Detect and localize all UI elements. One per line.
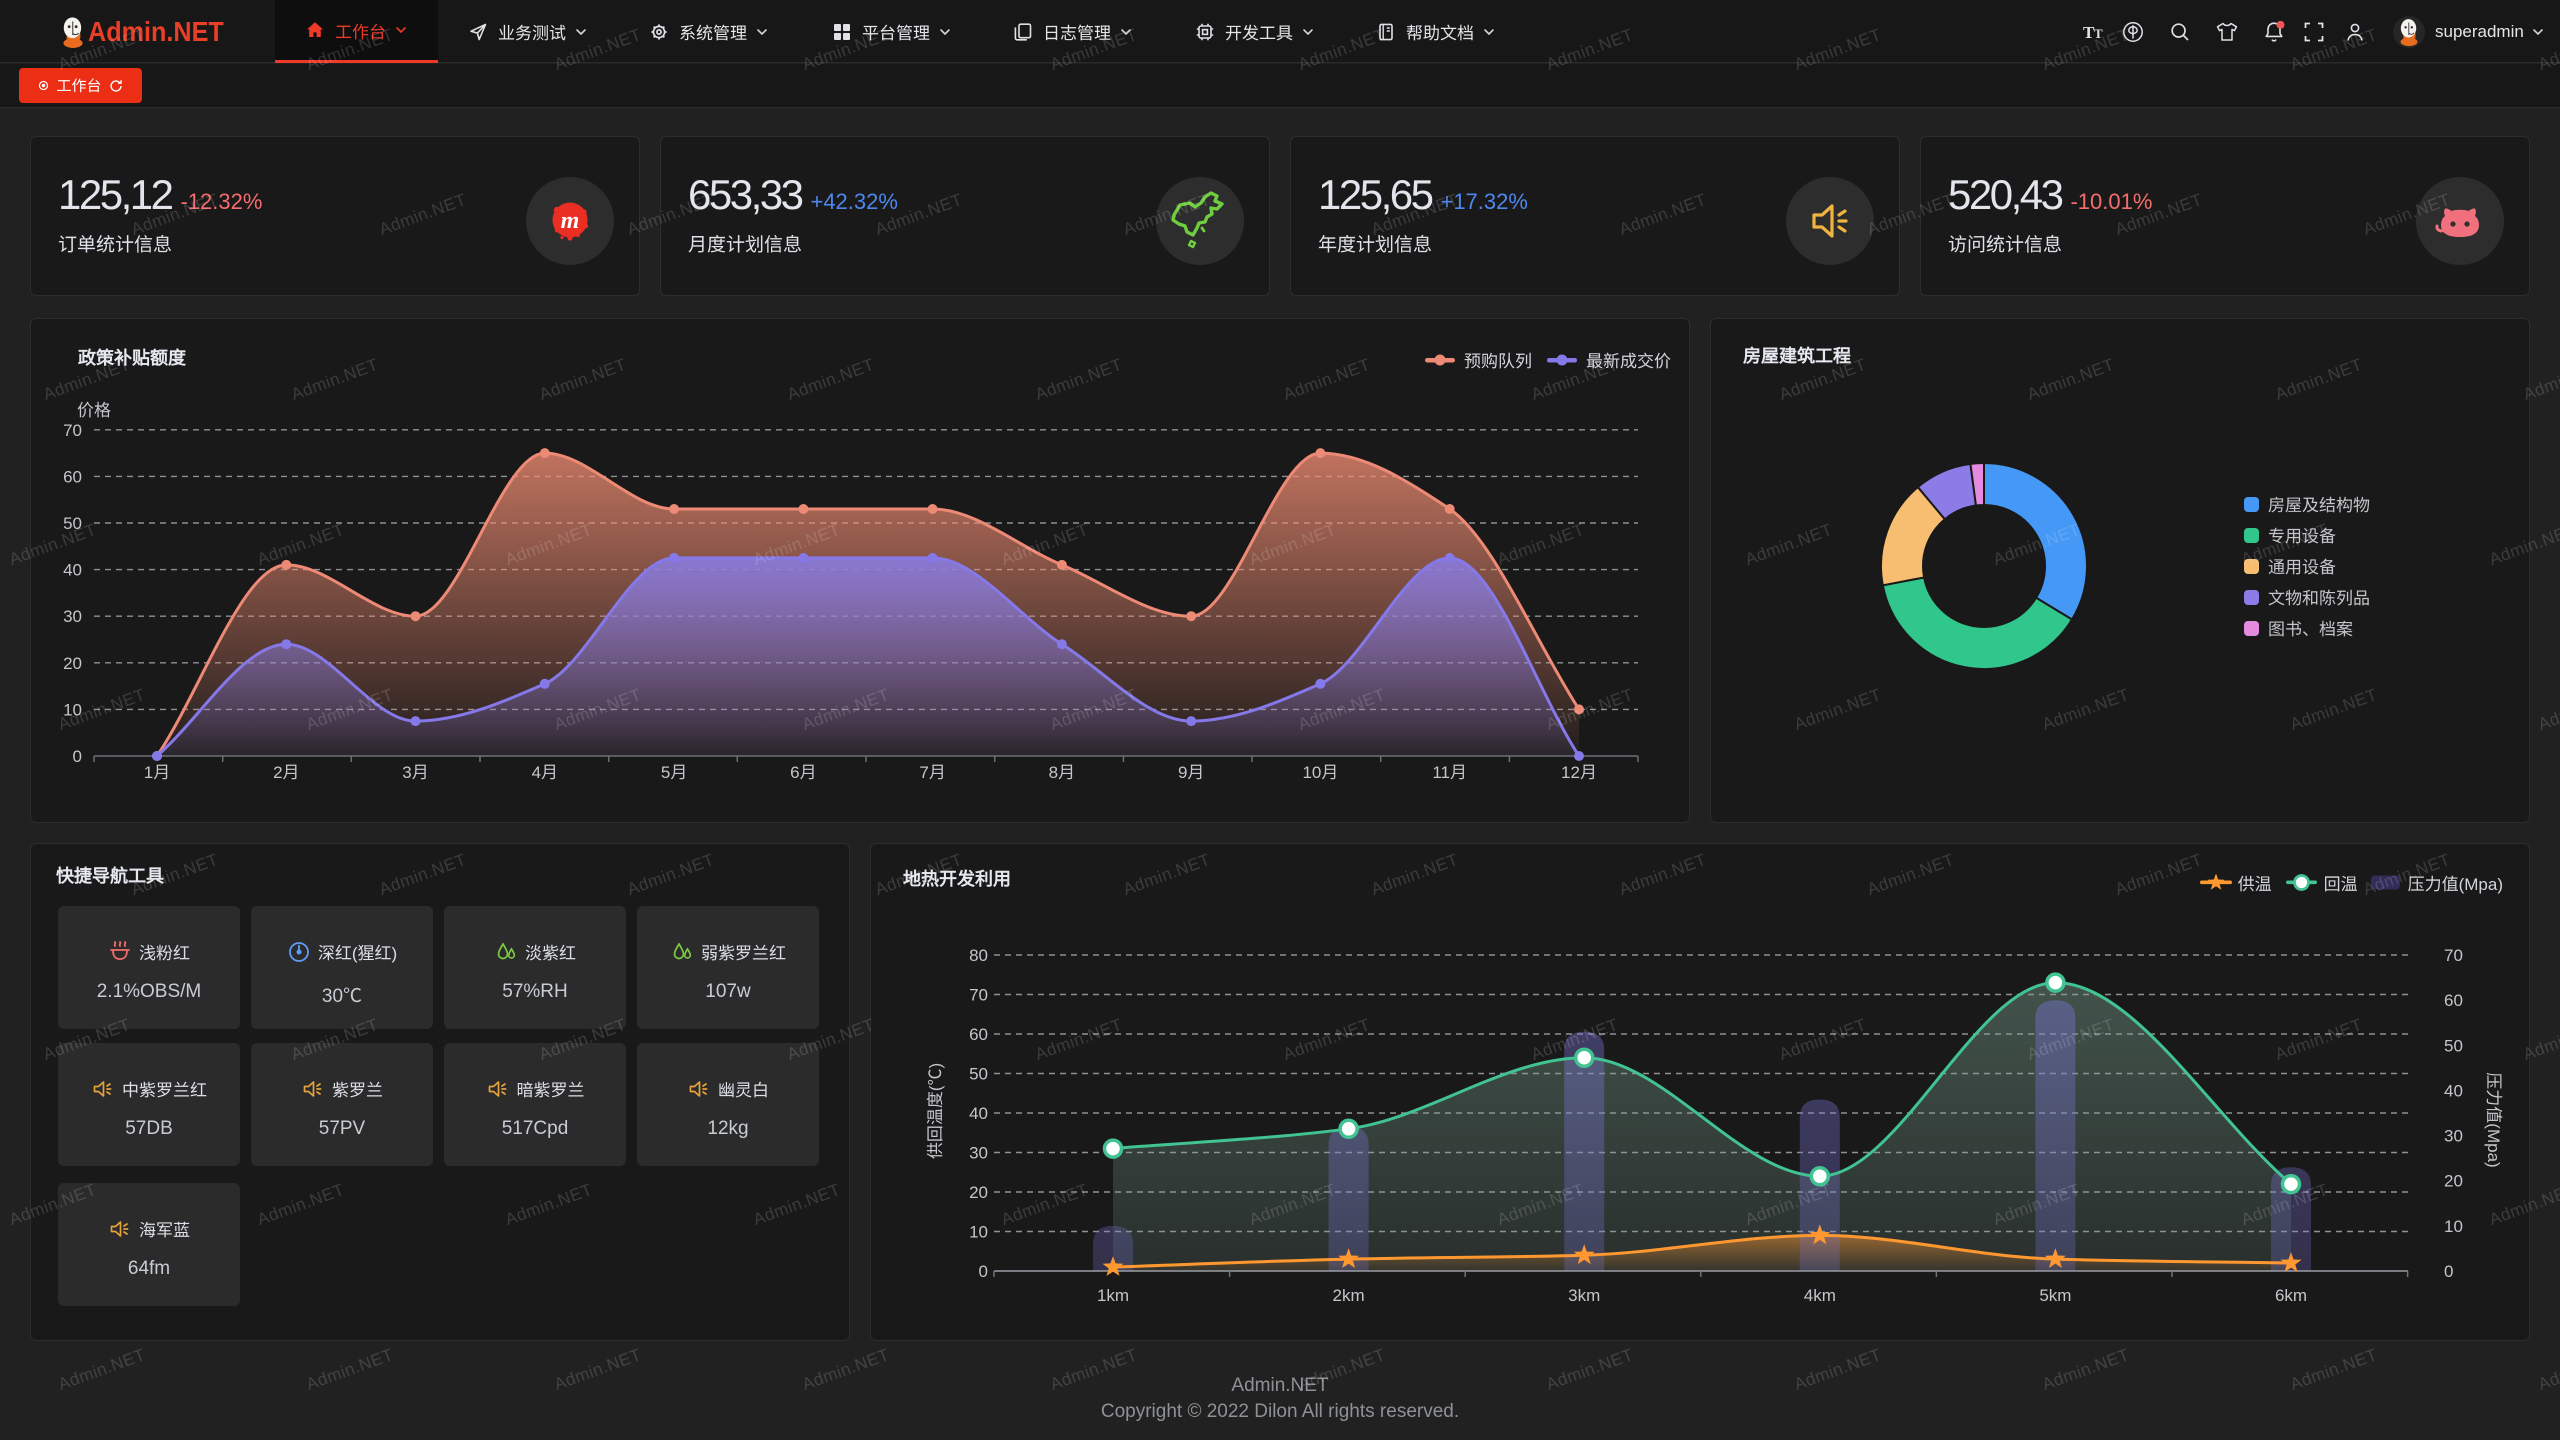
svg-text:10: 10 xyxy=(63,700,82,719)
svg-text:20: 20 xyxy=(2444,1172,2463,1191)
svg-text:50: 50 xyxy=(2444,1036,2463,1055)
svg-text:压力值(Mpa): 压力值(Mpa) xyxy=(2484,1072,2503,1167)
svg-text:0: 0 xyxy=(2444,1262,2453,1281)
svg-text:5月: 5月 xyxy=(661,763,687,782)
svg-text:m: m xyxy=(561,208,580,234)
svg-text:10: 10 xyxy=(2444,1217,2463,1236)
svg-text:60: 60 xyxy=(969,1025,988,1044)
svg-text:T: T xyxy=(2083,23,2095,42)
svg-text:50: 50 xyxy=(969,1065,988,1084)
svg-text:4km: 4km xyxy=(1804,1286,1836,1305)
svg-text:图书、档案: 图书、档案 xyxy=(2268,620,2353,639)
svg-text:11月: 11月 xyxy=(1432,763,1467,782)
svg-text:3月: 3月 xyxy=(402,763,428,782)
svg-text:价格: 价格 xyxy=(77,401,111,420)
svg-text:3km: 3km xyxy=(1568,1286,1600,1305)
svg-text:6月: 6月 xyxy=(790,763,816,782)
svg-text:80: 80 xyxy=(969,946,988,965)
svg-text:40: 40 xyxy=(63,561,82,580)
svg-text:10月: 10月 xyxy=(1302,763,1338,782)
svg-text:1月: 1月 xyxy=(144,763,170,782)
svg-text:30: 30 xyxy=(63,607,82,626)
svg-text:30: 30 xyxy=(969,1144,988,1163)
svg-text:1km: 1km xyxy=(1097,1286,1129,1305)
svg-text:10: 10 xyxy=(969,1223,988,1242)
svg-text:T: T xyxy=(2094,26,2103,41)
svg-text:7月: 7月 xyxy=(919,763,945,782)
svg-text:6km: 6km xyxy=(2275,1286,2307,1305)
svg-text:房屋及结构物: 房屋及结构物 xyxy=(2268,496,2370,515)
svg-text:60: 60 xyxy=(63,467,82,486)
svg-text:12月: 12月 xyxy=(1561,763,1597,782)
svg-text:9月: 9月 xyxy=(1178,763,1204,782)
svg-text:通用设备: 通用设备 xyxy=(2268,558,2336,577)
svg-text:70: 70 xyxy=(63,421,82,440)
svg-text:20: 20 xyxy=(969,1183,988,1202)
svg-text:供回温度(℃): 供回温度(℃) xyxy=(926,1063,945,1159)
svg-text:70: 70 xyxy=(969,986,988,1005)
svg-text:文物和陈列品: 文物和陈列品 xyxy=(2268,589,2370,608)
svg-text:30: 30 xyxy=(2444,1127,2463,1146)
svg-text:40: 40 xyxy=(969,1104,988,1123)
svg-text:0: 0 xyxy=(73,747,82,766)
svg-text:20: 20 xyxy=(63,654,82,673)
svg-text:2月: 2月 xyxy=(273,763,299,782)
svg-text:70: 70 xyxy=(2444,946,2463,965)
svg-text:60: 60 xyxy=(2444,991,2463,1010)
svg-text:50: 50 xyxy=(63,514,82,533)
svg-text:5km: 5km xyxy=(2039,1286,2071,1305)
svg-text:40: 40 xyxy=(2444,1081,2463,1100)
svg-text:8月: 8月 xyxy=(1049,763,1075,782)
svg-text:4月: 4月 xyxy=(532,763,558,782)
svg-text:0: 0 xyxy=(979,1262,988,1281)
svg-text:专用设备: 专用设备 xyxy=(2268,527,2336,546)
svg-text:2km: 2km xyxy=(1333,1286,1365,1305)
